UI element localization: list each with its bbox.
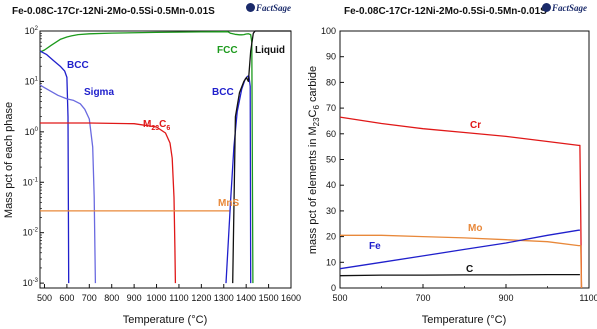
x-tick-label: 700 [415, 293, 430, 303]
y-tick-label: 50 [326, 155, 336, 165]
x-tick-label: 1300 [214, 293, 234, 303]
y-tick-label: 60 [326, 129, 336, 139]
series-line-sigma [39, 84, 97, 284]
y-tick-label: 10 [326, 257, 336, 267]
element-label: Fe [369, 241, 381, 252]
x-tick-label: 700 [82, 293, 97, 303]
left-factsage-logo: FactSage [246, 3, 291, 13]
left-chart-title: Fe-0.08C-17Cr-12Ni-2Mo-0.5Si-0.5Mn-0.01S [12, 6, 215, 17]
left-chart-svg: 500 600 700 800 900 1000 1100 1200 1300 1400 1500 1… [3, 26, 301, 326]
y-tick-label: 40 [326, 180, 336, 190]
element-label: C [466, 264, 473, 275]
x-tick-label: 900 [127, 293, 142, 303]
series-line-fcc [39, 31, 254, 284]
x-tick-label: 1000 [147, 293, 167, 303]
y-tick-label: 0 [331, 283, 336, 293]
factsage-logo-icon [542, 3, 551, 12]
series-line-liquid [232, 30, 291, 284]
phase-label: BCC [67, 60, 89, 71]
phase-label: MnS [218, 198, 239, 209]
phase-label: Sigma [84, 87, 114, 98]
x-tick-label: 1500 [259, 293, 279, 303]
series-line-cr [339, 116, 583, 289]
right-chart-title: Fe-0.08C-17Cr-12Ni-2Mo-0.5Si-0.5Mn-0.01S [344, 6, 547, 17]
x-tick-label: 1100 [579, 293, 597, 303]
x-tick-label: 1400 [236, 293, 256, 303]
y-tick-label: 102 [25, 26, 39, 36]
x-tick-label: 900 [498, 293, 513, 303]
y-tick-label: 30 [326, 206, 336, 216]
series-line-m23c6 [40, 122, 177, 284]
y-tick-label: 10-2 [23, 228, 39, 238]
y-tick-label: 100 [25, 127, 39, 137]
series-line-bcc [39, 50, 70, 284]
left-chart-panel: Fe-0.08C-17Cr-12Ni-2Mo-0.5Si-0.5Mn-0.01S… [3, 3, 301, 326]
series-line-c [339, 273, 580, 277]
right-y-axis-label: mass pct of elements in M23C6 carbide [307, 66, 321, 254]
y-tick-label: 80 [326, 77, 336, 87]
right-chart-panel: Fe-0.08C-17Cr-12Ni-2Mo-0.5Si-0.5Mn-0.01S… [300, 0, 597, 329]
series-line-bcc [225, 75, 252, 284]
left-x-axis-label: Temperature (°C) [123, 314, 207, 326]
right-logo-text: FactSage [552, 3, 587, 13]
y-tick-label: 101 [25, 76, 39, 86]
left-y-axis-label: Mass pct of each phase [3, 102, 15, 218]
factsage-logo-icon [246, 3, 255, 12]
right-plot-frame [339, 30, 590, 289]
y-tick-label: 70 [326, 103, 336, 113]
series-line-fe [339, 229, 580, 270]
x-tick-label: 1200 [191, 293, 211, 303]
left-logo-text: FactSage [256, 3, 291, 13]
x-tick-label: 1100 [169, 293, 188, 303]
right-factsage-logo: FactSage [542, 3, 587, 13]
y-tick-label: 100 [321, 26, 336, 36]
phase-label-m23c6: M23C6 [143, 119, 170, 132]
right-chart-svg: 500 700 900 1100 0 10 20 30 40 50 60 70 80 90 100 Cr Mo… [307, 26, 597, 326]
series-line-mo [340, 234, 583, 289]
phase-label: Liquid [255, 45, 285, 56]
left-plot-frame [39, 30, 292, 289]
x-tick-label: 600 [59, 293, 74, 303]
x-tick-label: 1600 [281, 293, 301, 303]
y-tick-label: 20 [326, 232, 336, 242]
element-label: Mo [468, 223, 482, 234]
x-tick-label: 800 [104, 293, 119, 303]
phase-label: FCC [217, 45, 238, 56]
phase-label: BCC [212, 87, 234, 98]
x-tick-label: 500 [332, 293, 347, 303]
y-tick-label: 10-1 [23, 177, 39, 187]
x-tick-label: 500 [37, 293, 52, 303]
right-x-axis-label: Temperature (°C) [422, 314, 506, 326]
element-label: Cr [470, 120, 481, 131]
y-tick-label: 10-3 [23, 278, 39, 288]
y-tick-label: 90 [326, 52, 336, 62]
